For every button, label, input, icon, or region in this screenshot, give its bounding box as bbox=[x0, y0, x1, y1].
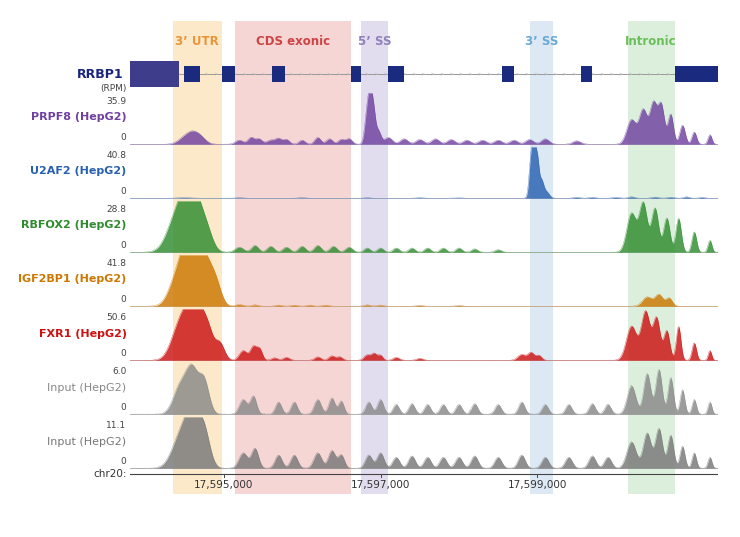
Text: PRPF8 (HepG2): PRPF8 (HepG2) bbox=[31, 112, 127, 122]
Bar bbox=[530, 470, 553, 494]
Bar bbox=[361, 92, 388, 146]
Bar bbox=[172, 146, 222, 200]
Bar bbox=[235, 56, 351, 92]
Text: 17,597,000: 17,597,000 bbox=[351, 480, 410, 490]
Text: 0: 0 bbox=[121, 458, 127, 466]
Bar bbox=[235, 308, 351, 362]
Bar bbox=[530, 146, 553, 200]
Bar bbox=[235, 362, 351, 416]
Bar bbox=[172, 470, 222, 494]
Text: 41.8: 41.8 bbox=[107, 259, 127, 267]
Bar bbox=[235, 200, 351, 253]
Bar bbox=[184, 66, 200, 82]
Bar bbox=[675, 66, 718, 82]
Bar bbox=[388, 66, 404, 82]
Bar bbox=[530, 253, 553, 308]
Bar bbox=[272, 66, 285, 82]
Bar bbox=[235, 21, 351, 56]
Text: 0: 0 bbox=[121, 349, 127, 358]
Bar bbox=[361, 253, 388, 308]
Text: 5’ SS: 5’ SS bbox=[358, 35, 391, 48]
Bar bbox=[235, 92, 351, 146]
Bar bbox=[628, 308, 675, 362]
Bar bbox=[130, 61, 179, 88]
Bar bbox=[235, 146, 351, 200]
Text: 40.8: 40.8 bbox=[107, 150, 127, 159]
Bar bbox=[172, 253, 222, 308]
Text: 0: 0 bbox=[121, 187, 127, 197]
Bar bbox=[530, 362, 553, 416]
Bar bbox=[502, 66, 514, 82]
Text: 17,599,000: 17,599,000 bbox=[508, 480, 567, 490]
Bar bbox=[361, 470, 388, 494]
Bar bbox=[222, 66, 235, 82]
Bar bbox=[628, 470, 675, 494]
Bar bbox=[351, 66, 361, 82]
Bar bbox=[628, 92, 675, 146]
Bar bbox=[530, 416, 553, 470]
Text: 0: 0 bbox=[121, 241, 127, 250]
Bar bbox=[628, 416, 675, 470]
Text: Input (HepG2): Input (HepG2) bbox=[47, 437, 127, 447]
Text: FXR1 (HepG2): FXR1 (HepG2) bbox=[38, 329, 127, 338]
Bar bbox=[172, 308, 222, 362]
Bar bbox=[628, 146, 675, 200]
Bar bbox=[628, 56, 675, 92]
Bar bbox=[172, 200, 222, 253]
Bar bbox=[530, 308, 553, 362]
Bar bbox=[235, 470, 351, 494]
Bar bbox=[530, 21, 553, 56]
Bar bbox=[172, 21, 222, 56]
Bar bbox=[361, 56, 388, 92]
Text: RBFOX2 (HepG2): RBFOX2 (HepG2) bbox=[21, 221, 127, 230]
Bar bbox=[361, 146, 388, 200]
Text: 11.1: 11.1 bbox=[107, 420, 127, 430]
Bar bbox=[580, 66, 592, 82]
Bar bbox=[172, 92, 222, 146]
Text: 50.6: 50.6 bbox=[107, 313, 127, 322]
Bar bbox=[628, 253, 675, 308]
Bar bbox=[530, 200, 553, 253]
Text: 0: 0 bbox=[121, 295, 127, 304]
Text: 3’ SS: 3’ SS bbox=[525, 35, 558, 48]
Text: 28.8: 28.8 bbox=[107, 205, 127, 214]
Bar bbox=[530, 56, 553, 92]
Text: 6.0: 6.0 bbox=[112, 367, 127, 375]
Bar bbox=[172, 362, 222, 416]
Text: chr20:: chr20: bbox=[93, 469, 127, 479]
Text: 3’ UTR: 3’ UTR bbox=[175, 35, 219, 48]
Bar bbox=[530, 92, 553, 146]
Bar bbox=[361, 416, 388, 470]
Text: RRBP1: RRBP1 bbox=[77, 68, 124, 81]
Bar bbox=[628, 362, 675, 416]
Bar bbox=[628, 21, 675, 56]
Bar bbox=[235, 253, 351, 308]
Bar bbox=[235, 416, 351, 470]
Bar bbox=[361, 308, 388, 362]
Text: 35.9: 35.9 bbox=[107, 97, 127, 106]
Text: CDS exonic: CDS exonic bbox=[256, 35, 330, 48]
Bar bbox=[361, 362, 388, 416]
Text: Input (HepG2): Input (HepG2) bbox=[47, 382, 127, 393]
Bar bbox=[361, 21, 388, 56]
Bar bbox=[361, 200, 388, 253]
Text: 17,595,000: 17,595,000 bbox=[194, 480, 253, 490]
Bar bbox=[172, 416, 222, 470]
Text: 0: 0 bbox=[121, 133, 127, 142]
Text: Intronic: Intronic bbox=[625, 35, 677, 48]
Text: U2AF2 (HepG2): U2AF2 (HepG2) bbox=[30, 166, 127, 177]
Bar bbox=[628, 200, 675, 253]
Bar bbox=[172, 56, 222, 92]
Text: 0: 0 bbox=[121, 403, 127, 412]
Text: IGF2BP1 (HepG2): IGF2BP1 (HepG2) bbox=[18, 274, 127, 285]
Text: (RPM): (RPM) bbox=[100, 84, 127, 93]
